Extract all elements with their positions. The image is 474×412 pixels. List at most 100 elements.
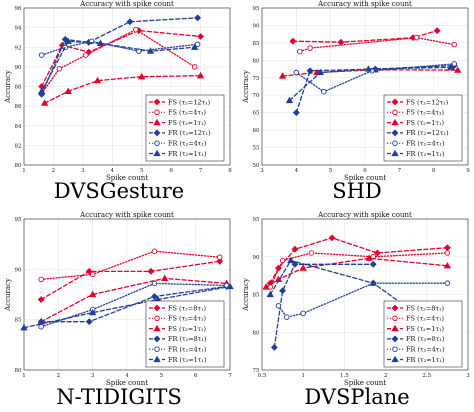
chart-panel-3: 1 2 3 4 5 6 7 80 85 90 95 Accuracy with spike count… <box>4 211 234 409</box>
x-tick-label: 9 <box>466 168 470 174</box>
y-tick-label: 94 <box>15 26 22 32</box>
y-tick-label: 85 <box>253 293 260 299</box>
y-axis-label: Accuracy <box>242 70 250 104</box>
y-tick-label: 70 <box>253 93 260 99</box>
data-point <box>289 37 297 45</box>
data-point <box>216 257 224 265</box>
y-tick-label: 84 <box>15 124 22 130</box>
legend-label: FS (τ₂=12τ₁) <box>168 98 211 106</box>
y-tick-label: 88 <box>15 85 22 91</box>
data-point <box>85 48 93 56</box>
y-tick-label: 95 <box>253 217 260 223</box>
legend-label: FS (τ₂=4τ₁) <box>406 109 445 117</box>
data-point <box>297 48 303 55</box>
data-point <box>364 65 373 72</box>
legend-marker <box>391 129 399 137</box>
x-axis-label: Spike count <box>344 174 386 182</box>
x-tick-label: 6 <box>363 168 367 174</box>
x-tick-label: 3 <box>81 168 85 174</box>
data-point <box>226 282 234 290</box>
data-point <box>216 254 223 261</box>
data-point <box>147 267 155 275</box>
data-point <box>191 43 199 50</box>
data-point <box>447 63 455 70</box>
data-point <box>194 14 202 22</box>
legend-label: FS (τ₂=12τ₁) <box>406 98 449 106</box>
data-point <box>89 271 96 278</box>
y-tick-label: 90 <box>253 23 260 29</box>
data-point <box>138 72 146 80</box>
series-line <box>288 66 452 102</box>
data-point <box>197 33 205 40</box>
legend-label: FR (τ₂=1τ₁) <box>168 356 207 364</box>
legend-marker <box>153 129 161 137</box>
y-tick-label: 60 <box>253 128 260 134</box>
data-point <box>444 280 451 286</box>
data-point <box>96 39 105 46</box>
y-tick-label: 65 <box>253 111 260 117</box>
legend-marker <box>392 140 398 146</box>
series-line <box>273 263 374 349</box>
data-point <box>270 343 278 351</box>
data-point <box>40 99 49 106</box>
legend-box <box>145 94 225 162</box>
y-tick-label: 75 <box>253 76 260 82</box>
series-line <box>40 285 228 323</box>
x-tick-label: 1.5 <box>340 373 349 379</box>
x-tick-label: 2.5 <box>422 373 431 379</box>
legend-label: FS (τ₂=4τ₁) <box>168 315 207 323</box>
legend-marker <box>154 346 160 352</box>
legend-marker <box>154 140 160 146</box>
x-tick-label: 4 <box>111 168 115 174</box>
legend-marker <box>391 355 399 363</box>
legend-marker <box>154 109 160 116</box>
legend-label: FR (τ₂=4τ₁) <box>406 140 445 148</box>
data-point <box>88 290 97 298</box>
data-point <box>196 71 205 79</box>
legend-label: FS (τ₂=8τ₁) <box>406 304 445 312</box>
chart-title: Accuracy with spike count <box>79 211 174 219</box>
data-point <box>291 245 299 253</box>
data-point <box>300 310 306 317</box>
series-line <box>292 30 438 43</box>
legend-label: FS (τ₂=1τ₁) <box>406 325 445 333</box>
series-2 <box>38 248 223 283</box>
legend-marker <box>391 118 399 126</box>
panel-caption: SHD <box>332 179 382 203</box>
data-point <box>146 47 155 54</box>
series-line <box>269 252 449 288</box>
data-point <box>443 262 452 269</box>
data-point <box>266 290 274 298</box>
series-line <box>269 237 449 284</box>
data-point <box>151 293 158 300</box>
series-line <box>41 17 199 95</box>
legend-label: FR (τ₂=1τ₁) <box>406 150 445 158</box>
y-axis-label: Accuracy <box>4 70 12 104</box>
data-point <box>191 64 198 70</box>
legend-box <box>383 94 463 162</box>
x-axis-label: Spike count <box>344 379 386 387</box>
y-tick-label: 85 <box>253 41 260 47</box>
legend-label: FR (τ₂=12τ₁) <box>168 129 211 137</box>
data-point <box>64 87 72 95</box>
series-line <box>43 75 202 104</box>
data-point <box>293 69 300 76</box>
legend-marker <box>153 335 161 343</box>
y-tick-label: 86 <box>15 104 22 110</box>
legend-marker <box>392 346 398 352</box>
x-tick-label: 1 <box>22 373 26 379</box>
x-tick-label: 5 <box>160 373 164 379</box>
series-6 <box>20 282 234 331</box>
legend-marker <box>153 149 161 157</box>
data-point <box>194 41 201 48</box>
data-point <box>20 323 28 331</box>
x-tick-label: 7 <box>228 373 232 379</box>
series-line <box>295 64 455 114</box>
x-tick-label: 3 <box>260 168 264 174</box>
legend: FS (τ₂=8τ₁) FS (τ₂=4τ₁) FS (τ₂=1τ₁) FR (τ₂=… <box>383 300 463 368</box>
legend-marker <box>391 149 399 157</box>
legend-label: FR (τ₂=1τ₁) <box>168 150 207 158</box>
data-point <box>292 109 300 117</box>
y-tick-label: 80 <box>253 330 260 336</box>
